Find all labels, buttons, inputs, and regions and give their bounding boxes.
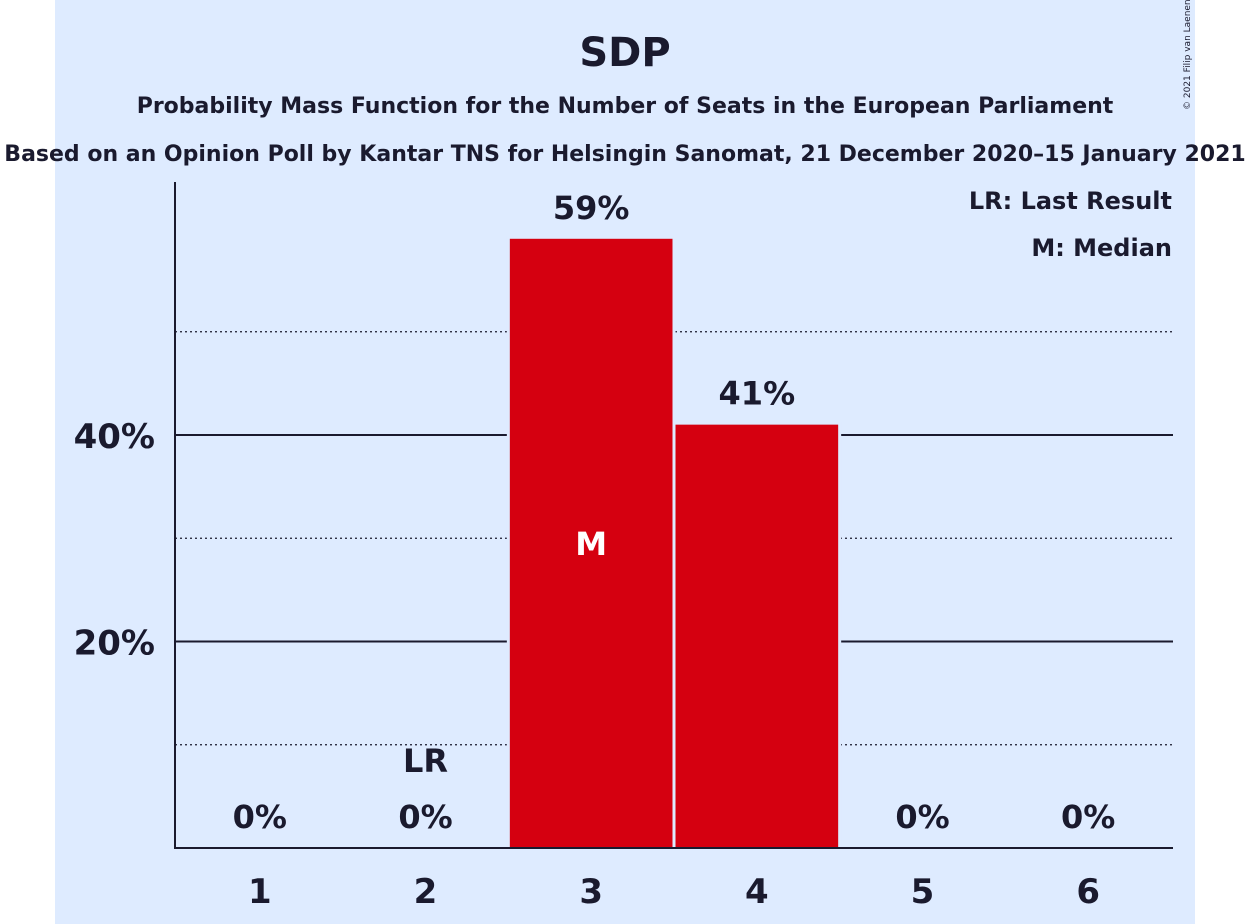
data-label: 0% xyxy=(398,798,452,836)
axes xyxy=(174,182,1173,849)
labels: 20% 40% 1 2 3 4 5 6 0% 0% 59% 41% 0% 0% LR M xyxy=(74,189,1116,912)
x-tick-label: 2 xyxy=(414,872,438,912)
last-result-marker: LR xyxy=(403,742,448,780)
bar xyxy=(675,424,839,848)
data-label: 41% xyxy=(719,375,796,413)
bar xyxy=(509,238,673,848)
data-label: 0% xyxy=(895,798,949,836)
x-tick-label: 6 xyxy=(1076,872,1100,912)
chart-subtitle: Probability Mass Function for the Number… xyxy=(137,94,1114,119)
data-label: 0% xyxy=(1061,798,1115,836)
y-tick-label: 20% xyxy=(74,623,155,663)
legend-median: M: Median xyxy=(1031,234,1172,262)
data-label: 0% xyxy=(233,798,287,836)
chart-subtitle-source: Based on an Opinion Poll by Kantar TNS f… xyxy=(4,142,1245,167)
copyright-text: © 2021 Filip van Laenen xyxy=(1183,0,1193,110)
data-label: 59% xyxy=(553,189,630,227)
median-marker: M xyxy=(575,525,607,563)
chart-title: SDP xyxy=(579,30,670,76)
legend-last-result: LR: Last Result xyxy=(969,187,1172,215)
x-tick-label: 1 xyxy=(248,872,272,912)
bars xyxy=(506,235,842,848)
x-tick-label: 3 xyxy=(579,872,603,912)
y-tick-label: 40% xyxy=(74,417,155,457)
x-tick-label: 4 xyxy=(745,872,769,912)
x-tick-label: 5 xyxy=(911,872,935,912)
